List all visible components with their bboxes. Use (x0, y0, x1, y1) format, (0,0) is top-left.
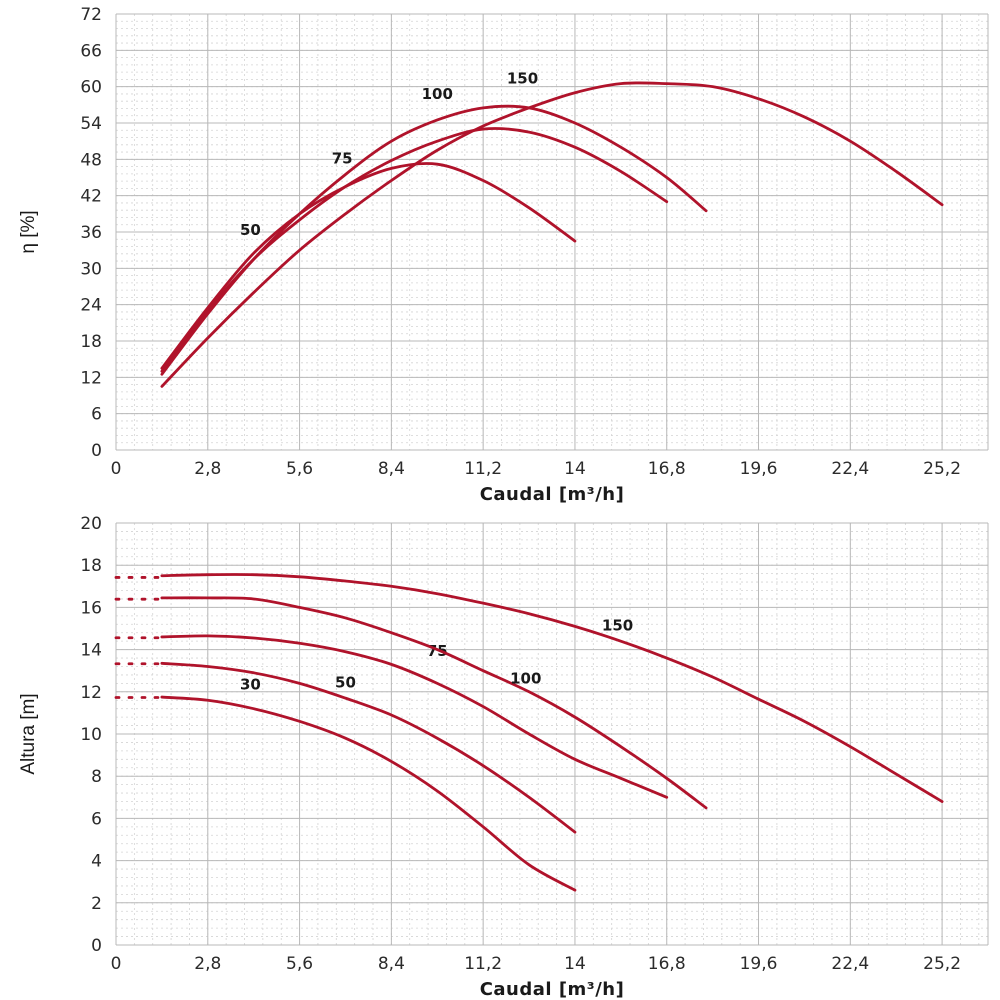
head-x-axis-label: Caudal [m³/h] (480, 979, 625, 1000)
eff-y-tick-label: 30 (80, 259, 102, 279)
head-y-tick-label: 2 (91, 894, 102, 914)
eff-x-tick-label: 14 (564, 459, 586, 479)
eff-y-tick-label: 42 (80, 187, 102, 207)
eff-series-label-75: 75 (332, 150, 353, 168)
eff-y-tick-label: 24 (80, 296, 102, 316)
head-series-line-75 (160, 634, 669, 799)
head-x-tick-label: 19,6 (740, 954, 778, 974)
head-x-tick-label: 0 (111, 954, 122, 974)
head-series-label-30: 30 (240, 676, 261, 694)
head-series-line-150 (160, 573, 944, 803)
head-y-tick-label: 0 (91, 936, 102, 956)
eff-x-tick-label: 16,8 (648, 459, 686, 479)
head-major-grid (115, 522, 989, 946)
eff-x-tick-label: 22,4 (831, 459, 869, 479)
head-chart: 0 2,8 5,6 8,4 11,2 14 16,8 19,6 22,4 25,2 0 2 4 6 8 10 1… (18, 514, 989, 1000)
head-y-axis-label: Altura [m] (18, 693, 39, 774)
eff-major-grid (115, 13, 989, 451)
head-y-tick-label: 6 (91, 809, 102, 829)
eff-y-tick-label: 48 (80, 150, 102, 170)
head-series-label-50: 50 (335, 674, 356, 692)
head-y-tick-label: 14 (80, 641, 102, 661)
head-series-line-30 (160, 695, 577, 892)
head-y-tick-label: 16 (80, 598, 102, 618)
head-y-tick-label: 8 (91, 767, 102, 787)
eff-series-label-50: 50 (240, 221, 261, 239)
eff-y-tick-label: 54 (80, 114, 102, 134)
head-series-label-150: 150 (602, 617, 633, 635)
eff-x-axis-label: Caudal [m³/h] (480, 484, 625, 505)
eff-x-tick-label: 2,8 (194, 459, 221, 479)
head-y-tick-label: 12 (80, 683, 102, 703)
head-x-tick-label: 16,8 (648, 954, 686, 974)
eff-y-tick-label: 66 (80, 41, 102, 61)
eff-y-tick-label: 18 (80, 332, 102, 352)
head-x-tick-label: 14 (564, 954, 586, 974)
eff-series-line-150 (160, 81, 944, 388)
eff-x-tick-label: 0 (111, 459, 122, 479)
efficiency-chart: 0 2,8 5,6 8,4 11,2 14 16,8 19,6 22,4 25,2 0 6 12 18 24… (18, 5, 989, 505)
head-y-tick-label: 20 (80, 514, 102, 534)
eff-x-tick-label: 19,6 (740, 459, 778, 479)
eff-y-tick-label: 60 (80, 78, 102, 98)
head-x-tick-label: 25,2 (923, 954, 961, 974)
eff-x-tick-label: 5,6 (286, 459, 313, 479)
eff-y-axis-label: η [%] (18, 210, 39, 253)
head-series-label-100: 100 (510, 669, 541, 687)
head-x-tick-label: 2,8 (194, 954, 221, 974)
eff-series-label-150: 150 (507, 70, 538, 88)
head-y-tick-label: 18 (80, 556, 102, 576)
eff-y-tick-label: 72 (80, 5, 102, 25)
eff-series-line-50 (160, 162, 577, 370)
head-y-tick-label: 4 (91, 852, 102, 872)
eff-y-tick-label: 36 (80, 223, 102, 243)
eff-y-tick-label: 6 (91, 405, 102, 425)
eff-y-tick-label: 12 (80, 368, 102, 388)
eff-y-tick-label: 0 (91, 441, 102, 461)
head-x-tick-label: 8,4 (378, 954, 405, 974)
head-x-tick-label: 11,2 (464, 954, 502, 974)
eff-x-tick-label: 11,2 (464, 459, 502, 479)
eff-series-label-100: 100 (422, 85, 453, 103)
head-y-tick-label: 10 (80, 725, 102, 745)
eff-x-tick-label: 8,4 (378, 459, 405, 479)
head-series-line-100 (160, 596, 708, 810)
head-x-tick-label: 5,6 (286, 954, 313, 974)
head-x-tick-label: 22,4 (831, 954, 869, 974)
eff-series-line-100 (160, 104, 708, 376)
head-series-line-50 (160, 661, 577, 834)
eff-x-tick-label: 25,2 (923, 459, 961, 479)
